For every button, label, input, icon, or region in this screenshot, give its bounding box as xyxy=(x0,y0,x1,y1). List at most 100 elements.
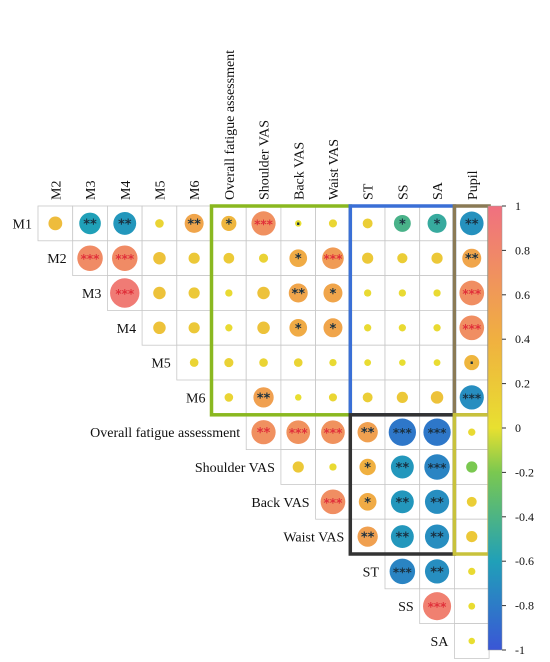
row-label-m3: M3 xyxy=(82,287,101,302)
corr-circle-m2-m3 xyxy=(77,245,103,271)
colorbar-tick-label: 0.8 xyxy=(515,243,530,257)
row-label-shoulder-vas: Shoulder VAS xyxy=(195,461,275,476)
row-label-back-vas: Back VAS xyxy=(251,496,309,511)
corr-circle-m3-waist-vas xyxy=(323,283,343,303)
corr-circle-m1-m6 xyxy=(184,213,204,233)
corr-circle-m4-waist-vas xyxy=(323,318,343,338)
corr-circle-waist-vas-sa xyxy=(424,524,450,549)
corr-circle-shoulder-vas-waist-vas xyxy=(329,463,337,471)
significance-label: * xyxy=(295,252,302,267)
corr-circle-shoulder-vas-ss xyxy=(390,455,414,479)
corr-circle-m6-waist-vas xyxy=(328,393,337,402)
colorbar-gradient xyxy=(487,205,503,651)
significance-label: *** xyxy=(324,426,344,440)
significance-label: ** xyxy=(465,217,479,232)
corr-circle-m6-pupil xyxy=(459,385,484,410)
significance-label: ** xyxy=(465,252,479,267)
significance-label: *** xyxy=(462,322,482,336)
row-label-m6: M6 xyxy=(186,391,205,406)
corr-circle-m6-st xyxy=(362,392,373,403)
colorbar-tick-label: -0.4 xyxy=(515,510,534,524)
corr-circle-m6-overall-fatigue-assessment xyxy=(224,393,234,402)
corr-circle-shoulder-vas-pupil xyxy=(466,461,478,473)
colorbar-tick-label: -0.8 xyxy=(515,599,534,613)
corr-circle-m2-waist-vas xyxy=(322,247,344,269)
significance-label: *** xyxy=(393,565,413,579)
corr-circle-back-vas-ss xyxy=(390,490,414,514)
column-label-m6: M6 xyxy=(188,181,203,200)
significance-label: *** xyxy=(428,426,448,440)
row-label-sa: SA xyxy=(430,635,449,650)
significance-label: *** xyxy=(81,252,101,266)
corr-circle-m2-pupil xyxy=(462,248,482,268)
corr-circle-m3-ss xyxy=(398,289,406,297)
significance-label: ** xyxy=(118,217,132,232)
colorbar-tick-label: 0 xyxy=(515,421,521,435)
corr-circle-m2-m4 xyxy=(112,245,138,271)
significance-label: *** xyxy=(115,287,135,301)
corr-circle-m1-ss xyxy=(393,214,411,232)
significance-label: *** xyxy=(289,426,309,440)
corr-circle-m5-shoulder-vas xyxy=(259,358,268,367)
corr-circle-overall-fatigue-assessment-shoulder-vas xyxy=(251,420,276,445)
significance-label: ** xyxy=(83,217,97,232)
row-label-waist-vas: Waist VAS xyxy=(283,531,344,546)
corr-circle-m1-m2 xyxy=(48,216,63,231)
significance-label: * xyxy=(225,217,232,232)
row-label-st: ST xyxy=(363,565,380,580)
matrix-cell xyxy=(349,240,386,277)
column-label-back-vas: Back VAS xyxy=(292,142,307,200)
corr-circle-sa-pupil xyxy=(468,637,476,645)
corr-circle-m2-shoulder-vas xyxy=(258,253,269,263)
significance-label: * xyxy=(330,322,337,337)
corr-circle-st-pupil xyxy=(468,567,476,576)
significance-label: *** xyxy=(324,496,344,510)
row-label-m2: M2 xyxy=(47,252,66,267)
significance-label: *** xyxy=(428,461,448,475)
column-label-m2: M2 xyxy=(49,181,64,200)
corr-circle-back-vas-waist-vas xyxy=(320,489,346,515)
corr-circle-m3-m5 xyxy=(153,286,166,300)
row-label-m4: M4 xyxy=(117,322,136,337)
significance-label: · xyxy=(469,357,474,372)
column-label-ss: SS xyxy=(396,184,411,200)
significance-label: ** xyxy=(430,496,444,511)
corr-circle-m1-sa xyxy=(427,213,447,233)
corr-circle-m2-m5 xyxy=(153,251,166,265)
significance-label: ** xyxy=(257,391,271,406)
corr-circle-m1-shoulder-vas xyxy=(251,211,276,236)
corr-circle-m1-m3 xyxy=(79,212,101,235)
corr-circle-m2-back-vas xyxy=(289,249,308,268)
significance-label: *** xyxy=(428,600,448,614)
significance-label: *** xyxy=(462,391,482,405)
corr-circle-m6-sa xyxy=(430,391,444,404)
corr-circle-m3-st xyxy=(364,289,372,297)
row-label-m5: M5 xyxy=(151,357,170,372)
corr-circle-shoulder-vas-back-vas xyxy=(292,461,304,473)
significance-label: *** xyxy=(115,252,135,266)
column-label-m5: M5 xyxy=(153,181,168,200)
significance-label: ** xyxy=(396,496,410,511)
corr-circle-m1-pupil xyxy=(459,211,484,236)
significance-label: ** xyxy=(291,287,305,302)
corr-circle-m2-ss xyxy=(397,253,408,264)
corr-circle-m5-m6 xyxy=(189,358,199,367)
corr-circle-overall-fatigue-assessment-sa xyxy=(423,418,451,446)
row-label-m1: M1 xyxy=(13,217,32,232)
corr-circle-m3-pupil xyxy=(459,280,485,306)
significance-label: ** xyxy=(430,531,444,546)
corr-circle-m4-pupil xyxy=(459,315,485,341)
corr-circle-waist-vas-ss xyxy=(390,525,414,549)
column-label-sa: SA xyxy=(431,181,446,200)
corr-circle-m5-back-vas xyxy=(293,358,303,367)
corr-circle-m4-ss xyxy=(398,324,406,332)
significance-label: *** xyxy=(324,252,344,266)
colorbar-tick-label: 0.2 xyxy=(515,377,530,391)
corr-circle-m3-m6 xyxy=(188,287,200,299)
corr-circle-shoulder-vas-sa xyxy=(424,454,450,480)
corr-circle-m5-ss xyxy=(399,359,406,366)
matrix-cell xyxy=(280,205,316,242)
colorbar-ticks: 1 0.8 0.6 0.4 0.2 0 -0.2 -0.4 -0.6 -0.8 -1 xyxy=(502,199,534,657)
corr-circle-back-vas-st xyxy=(358,492,377,511)
corr-circle-m3-m4 xyxy=(110,278,140,308)
